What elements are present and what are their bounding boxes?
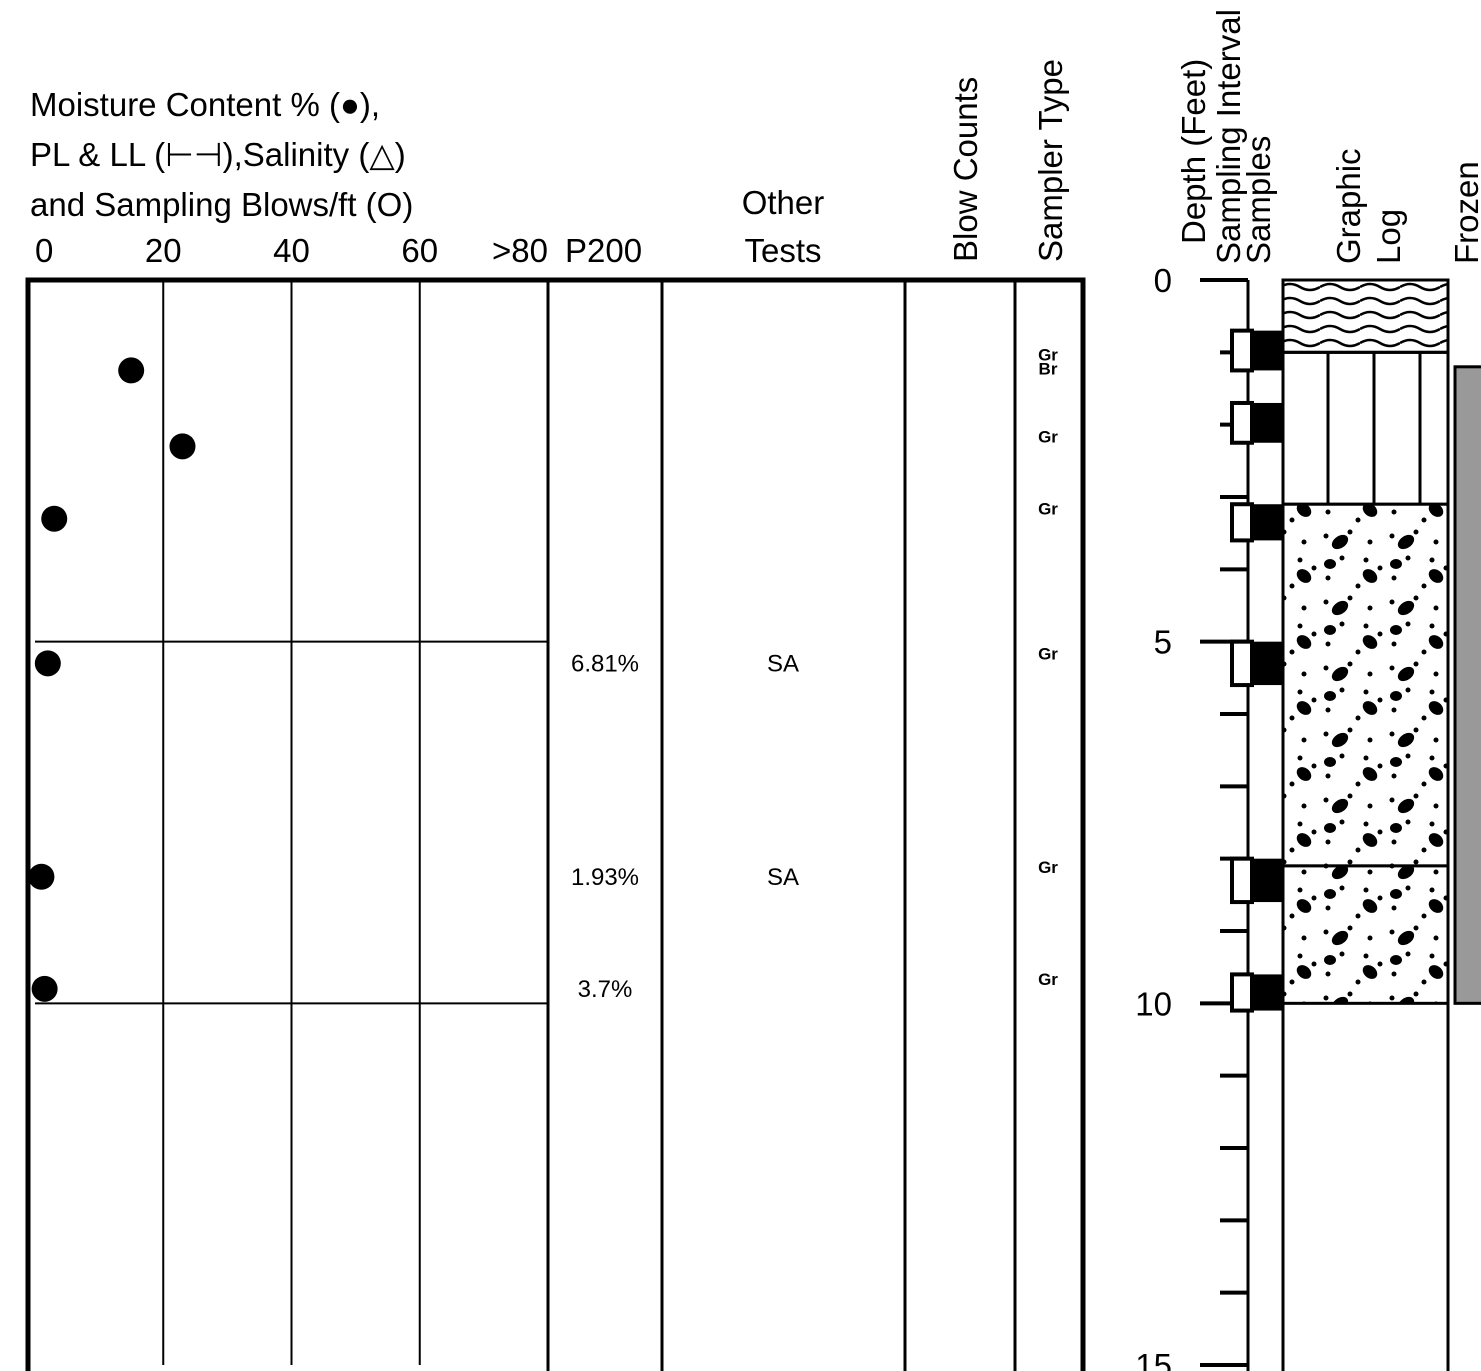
other-test: SA	[767, 650, 799, 677]
sample-interval	[1230, 328, 1254, 373]
sample-interval	[1230, 972, 1254, 1013]
moisture-point	[34, 650, 61, 677]
sampler-type: Gr	[1038, 500, 1058, 519]
chart-title: PL & LL (⊢⊣),Salinity (△)	[30, 136, 406, 173]
soil-layer	[1281, 864, 1450, 1005]
y-tick-label: 0	[1154, 262, 1172, 299]
p200-value: 6.81%	[571, 650, 639, 677]
soil-layer	[1281, 278, 1450, 354]
column-header: P200	[565, 232, 642, 269]
sample	[1252, 504, 1283, 541]
column-header: Depth (Feet)	[1175, 59, 1212, 244]
x-tick-label: 20	[145, 232, 182, 269]
moisture-point	[31, 975, 58, 1002]
y-tick-label: 10	[1135, 985, 1172, 1022]
moisture-point	[169, 433, 196, 460]
column-header: Sampler Type	[1032, 59, 1069, 262]
y-tick-label: 15	[1135, 1347, 1172, 1371]
sample-interval	[1230, 856, 1254, 905]
frozen-zone	[1453, 365, 1481, 1005]
x-tick-label: 0	[35, 232, 53, 269]
other-test: SA	[767, 864, 799, 891]
x-tick-label: 60	[401, 232, 438, 269]
column-header: Frozen	[1448, 161, 1481, 264]
sample	[1252, 974, 1283, 1011]
sampler-type: Gr	[1038, 644, 1058, 663]
chart-title: Moisture Content % (●),	[30, 86, 380, 123]
log-frame	[25, 277, 1086, 1371]
moisture-point	[41, 505, 68, 532]
sampler-type: Gr	[1038, 427, 1058, 446]
sample-interval	[1230, 639, 1254, 688]
p200-value: 1.93%	[571, 864, 639, 891]
sampler-type: Gr	[1038, 970, 1058, 989]
sampler-type: Br	[1039, 359, 1058, 378]
sample	[1252, 402, 1283, 443]
sample-interval	[1230, 502, 1254, 543]
soil-layer	[1281, 502, 1450, 868]
column-header: Tests	[744, 232, 821, 269]
sampler-type: Gr	[1038, 345, 1058, 364]
moisture-point	[28, 863, 55, 890]
x-tick-label: >80	[492, 232, 548, 269]
x-tick-label: 40	[273, 232, 310, 269]
column-header: Samples	[1240, 136, 1277, 264]
column-header: Other	[742, 184, 825, 221]
column-header: Log	[1370, 209, 1407, 264]
soil-layer	[1281, 350, 1450, 506]
sample-interval	[1230, 400, 1254, 445]
sample	[1252, 858, 1283, 903]
column-header: Graphic	[1330, 148, 1367, 264]
sample	[1252, 330, 1283, 371]
column-header: Blow Counts	[947, 77, 984, 262]
moisture-point	[118, 357, 145, 384]
y-tick-label: 5	[1154, 624, 1172, 661]
column-header: Sampling Interval	[1210, 9, 1247, 264]
sampler-type: Gr	[1038, 858, 1058, 877]
chart-title: and Sampling Blows/ft (O)	[30, 186, 413, 223]
sample	[1252, 641, 1283, 686]
p200-value: 3.7%	[578, 976, 633, 1003]
